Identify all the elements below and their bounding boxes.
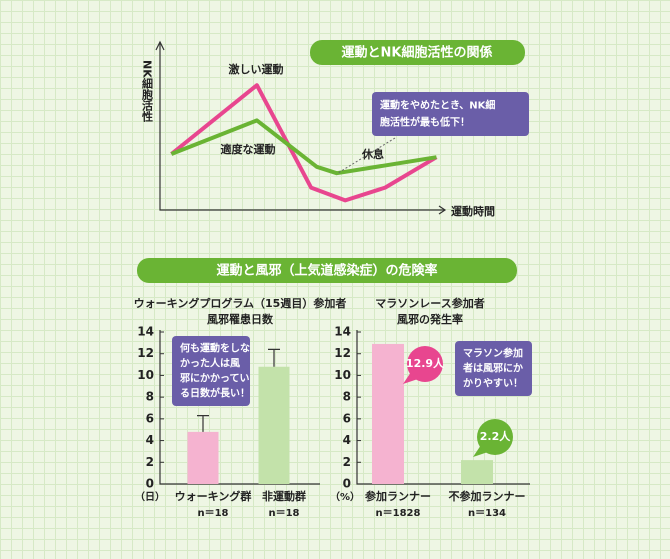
y-tick-label: 12 bbox=[334, 346, 351, 360]
title-badge bbox=[310, 40, 525, 65]
note-text: 胞活性が最も低下！ bbox=[379, 116, 470, 129]
line bbox=[170, 118, 437, 176]
series-label: 激しい運動 bbox=[229, 62, 284, 76]
bar bbox=[258, 366, 290, 484]
y-tick-label: 8 bbox=[343, 390, 351, 404]
y-tick-label: 2 bbox=[343, 455, 351, 469]
y-unit: （%） bbox=[330, 490, 360, 503]
y-tick-label: 6 bbox=[146, 411, 154, 425]
note-box bbox=[172, 336, 250, 406]
y-tick-label: 4 bbox=[146, 433, 154, 447]
note-text: 者は風邪にか bbox=[462, 362, 523, 375]
bar bbox=[461, 460, 493, 484]
y-tick-label: 0 bbox=[343, 477, 351, 491]
x-tick-label: 参加ランナー bbox=[365, 489, 431, 503]
x-tick-label: 不参加ランナー bbox=[449, 489, 526, 503]
y-tick-label: 2 bbox=[146, 455, 154, 469]
note-box bbox=[455, 341, 532, 396]
note-text: かりやすい！ bbox=[463, 378, 523, 390]
y-unit: （日） bbox=[135, 490, 165, 503]
x-tick-label: ウォーキング群 bbox=[175, 489, 252, 503]
note-text: 邪にかかってい bbox=[179, 373, 250, 385]
bar bbox=[187, 431, 219, 484]
count-label: n＝134 bbox=[468, 508, 506, 519]
chart-title: 運動とNK細胞活性の関係 bbox=[342, 45, 493, 61]
note-text: る日数が長い！ bbox=[180, 387, 250, 400]
annotation: 休息 bbox=[361, 147, 384, 161]
y-tick-label: 12 bbox=[137, 346, 154, 360]
bubble-tail bbox=[473, 445, 491, 457]
note-text: マラソン参加 bbox=[463, 347, 523, 360]
note-box bbox=[372, 92, 529, 136]
axis-arrow bbox=[155, 40, 447, 215]
count-label: n＝1828 bbox=[376, 508, 421, 519]
error-bar bbox=[197, 415, 209, 432]
note-text: 何も運動をしな bbox=[180, 342, 250, 355]
bubble-tail bbox=[403, 372, 421, 384]
y-tick-label: 0 bbox=[146, 477, 154, 491]
chart-title: 風邪の発生率 bbox=[397, 312, 463, 326]
line bbox=[170, 83, 438, 203]
y-axis-label: NK細胞活性 bbox=[141, 60, 154, 122]
x-axis-label: 運動時間 bbox=[451, 204, 495, 218]
chart-title: 風邪罹患日数 bbox=[207, 312, 274, 326]
series-label: 適度な運動 bbox=[221, 142, 276, 156]
y-tick-label: 10 bbox=[334, 368, 351, 382]
y-tick-label: 8 bbox=[146, 390, 154, 404]
note-text: かった人は風 bbox=[180, 357, 240, 370]
y-tick-label: 6 bbox=[343, 411, 351, 425]
error-bar bbox=[268, 348, 280, 367]
chart-title: ウォーキングプログラム（15週目）参加者 bbox=[134, 296, 347, 310]
section-badge bbox=[137, 258, 517, 283]
value-label: 12.9人 bbox=[406, 356, 445, 370]
y-tick-label: 14 bbox=[334, 325, 351, 339]
note-text: 運動をやめたとき、NK細 bbox=[380, 99, 495, 112]
pointer bbox=[337, 137, 396, 174]
section-title: 運動と風邪（上気道感染症）の危険率 bbox=[216, 263, 437, 279]
y-tick-label: 10 bbox=[137, 368, 154, 382]
chart-title: マラソンレース参加者 bbox=[375, 296, 484, 310]
count-label: n＝18 bbox=[197, 508, 228, 519]
y-tick-label: 14 bbox=[137, 325, 154, 339]
bar bbox=[372, 343, 404, 484]
count-label: n＝18 bbox=[268, 508, 299, 519]
x-tick-label: 非運動群 bbox=[262, 489, 306, 503]
value-label: 2.2人 bbox=[480, 429, 511, 443]
bubble bbox=[477, 419, 513, 455]
axis bbox=[159, 42, 445, 211]
bubble bbox=[407, 346, 443, 382]
y-tick-label: 4 bbox=[343, 433, 351, 447]
